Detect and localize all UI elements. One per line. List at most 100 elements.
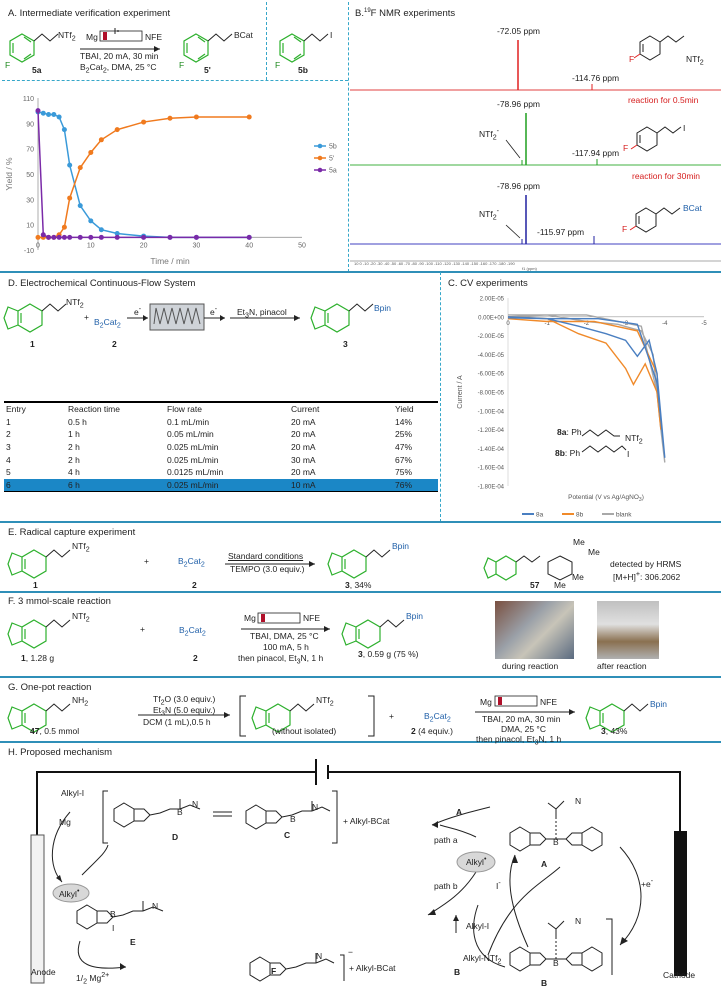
data-point-5a [246, 234, 252, 240]
e-b2cat2: B2Cat2 [178, 556, 205, 569]
data-point-5b [88, 218, 94, 224]
5a-group: NTf2 [58, 30, 76, 43]
divider-e [0, 521, 721, 523]
g-c3: DCM (1 mL),0.5 h [143, 717, 211, 727]
th-yield: Yield [395, 404, 414, 415]
peak-117: -117.94 ppm [572, 148, 620, 158]
x-tick-label: 20 [140, 242, 148, 249]
data-point-5a [88, 234, 94, 240]
data-point-5' [88, 149, 94, 155]
cv-legend-label: 8a [536, 512, 544, 519]
table-cell: 14% [395, 416, 413, 427]
d-bpin: Bpin [374, 303, 392, 313]
cv-y-tick: -2.00E-05 [478, 334, 505, 340]
f-sm-mass: 1, 1.28 g [21, 653, 55, 663]
5a-label: 5a [32, 65, 42, 75]
cv-legend-label: blank [616, 512, 632, 519]
data-point-5a [167, 234, 173, 240]
table-cell: 3 [6, 442, 11, 453]
bcat-group: BCat [683, 203, 702, 213]
cv-x-tick: -1 [545, 321, 551, 327]
y-axis-label: Yield / % [4, 157, 14, 191]
g-sm-group: NH2 [72, 695, 89, 708]
data-point-5b [114, 231, 120, 237]
table-cell: 6 h [68, 479, 80, 490]
section-g-title: G. One-pot reaction [8, 682, 92, 693]
table-cell: 25% [395, 429, 413, 440]
h-mg-ion: 1/2 Mg2+ [76, 971, 110, 986]
e-bpin: Bpin [392, 541, 410, 551]
data-point-5a [77, 234, 83, 240]
h-path-a: path a [434, 835, 458, 845]
cv-y-tick: -4.00E-05 [478, 353, 505, 359]
divider-a-5b [266, 2, 267, 80]
data-point-5' [77, 165, 83, 171]
g-int-note: (without isolated) [272, 726, 337, 736]
e-label1: 1 [33, 580, 38, 590]
table-cell: 2 [6, 429, 11, 440]
data-point-5b [40, 110, 46, 116]
table-cell: 20 mA [291, 467, 316, 478]
h-label-c: C [284, 830, 291, 840]
legend-marker [317, 143, 323, 149]
g-cond-mg: Mg [480, 697, 492, 707]
y-tick-label: 110 [23, 96, 34, 103]
g-cond-nfe: NFE [540, 697, 557, 707]
data-point-5a [114, 234, 120, 240]
table-header-row: Entry Reaction time Flow rate Current Yi… [4, 403, 438, 416]
g-sm-amt: 47, 0.5 mmol [30, 726, 80, 736]
cond-line2: B2Cat2, DMA, 25 °C [80, 62, 157, 75]
cv-curve-8a [507, 316, 666, 458]
e-me2: Me [588, 547, 600, 557]
table-cell: 76% [395, 479, 413, 490]
g-bpin: Bpin [650, 699, 668, 709]
data-point-5a [141, 234, 147, 240]
h-mg: Mg [59, 817, 71, 827]
h-label-e: E [130, 937, 136, 947]
e-me4: Me [554, 580, 566, 590]
data-point-5' [246, 114, 252, 120]
h-b-a: B [553, 837, 559, 847]
data-point-5a [98, 234, 104, 240]
table-cell: 6 [6, 479, 11, 490]
cv-x-tick: -3 [623, 321, 629, 327]
h-label-b: B [541, 978, 548, 988]
cv-8a-group: NTf2 [625, 433, 643, 446]
cv-y-tick: -6.00E-05 [478, 372, 505, 378]
data-point-5' [98, 137, 104, 143]
data-point-5' [141, 119, 147, 125]
nmr-axis-unit: f1 (ppm) [522, 266, 537, 271]
g-int-group: NTf2 [316, 695, 334, 708]
table-cell: 4 [6, 454, 11, 465]
g-c2: Et3N (5.0 equiv.) [153, 705, 216, 718]
g-b2cat2: B2Cat2 [424, 711, 451, 724]
h-ni: Ni [664, 830, 674, 841]
h-b-b: B [553, 958, 559, 968]
cv-x-tick: -2 [584, 321, 590, 327]
legend-marker [317, 167, 323, 173]
e-sm-group: NTf2 [72, 541, 90, 554]
h-label-f: F [271, 966, 277, 976]
d-e1: e- [134, 305, 142, 317]
h-plus-e: +e- [641, 877, 654, 889]
h-alkyl-i-left: Alkyl-I [61, 788, 85, 798]
data-point-5' [61, 224, 67, 230]
section-b-title: B.19F NMR experiments [355, 8, 456, 20]
peak-72: -72.05 ppm [497, 26, 540, 36]
f-photo1-label: during reaction [502, 661, 559, 671]
h-b-d: B [177, 807, 183, 817]
cv-x-tick: 0 [506, 321, 510, 327]
h-n-f: N [316, 951, 323, 961]
table-row: 3 2 h 0.025 mL/min 20 mA 47% [4, 441, 438, 454]
table-cell: 0.025 mL/min [167, 442, 219, 453]
section-h-title: H. Proposed mechanism [8, 747, 113, 758]
d-plus: + [84, 312, 89, 322]
e-detect1: detected by HRMS [610, 559, 682, 569]
x-tick-label: 40 [245, 242, 253, 249]
g-reagent-amt: 2 (4 equiv.) [411, 726, 453, 736]
table-cell: 0.5 h [68, 416, 87, 427]
f-cond3: then pinacol, Et3N, 1 h [238, 653, 324, 666]
data-point-5b [98, 227, 104, 233]
h-alkyl-ntf2: Alkyl-NTf2 [463, 953, 502, 966]
f-atom-5a: F [5, 60, 11, 70]
